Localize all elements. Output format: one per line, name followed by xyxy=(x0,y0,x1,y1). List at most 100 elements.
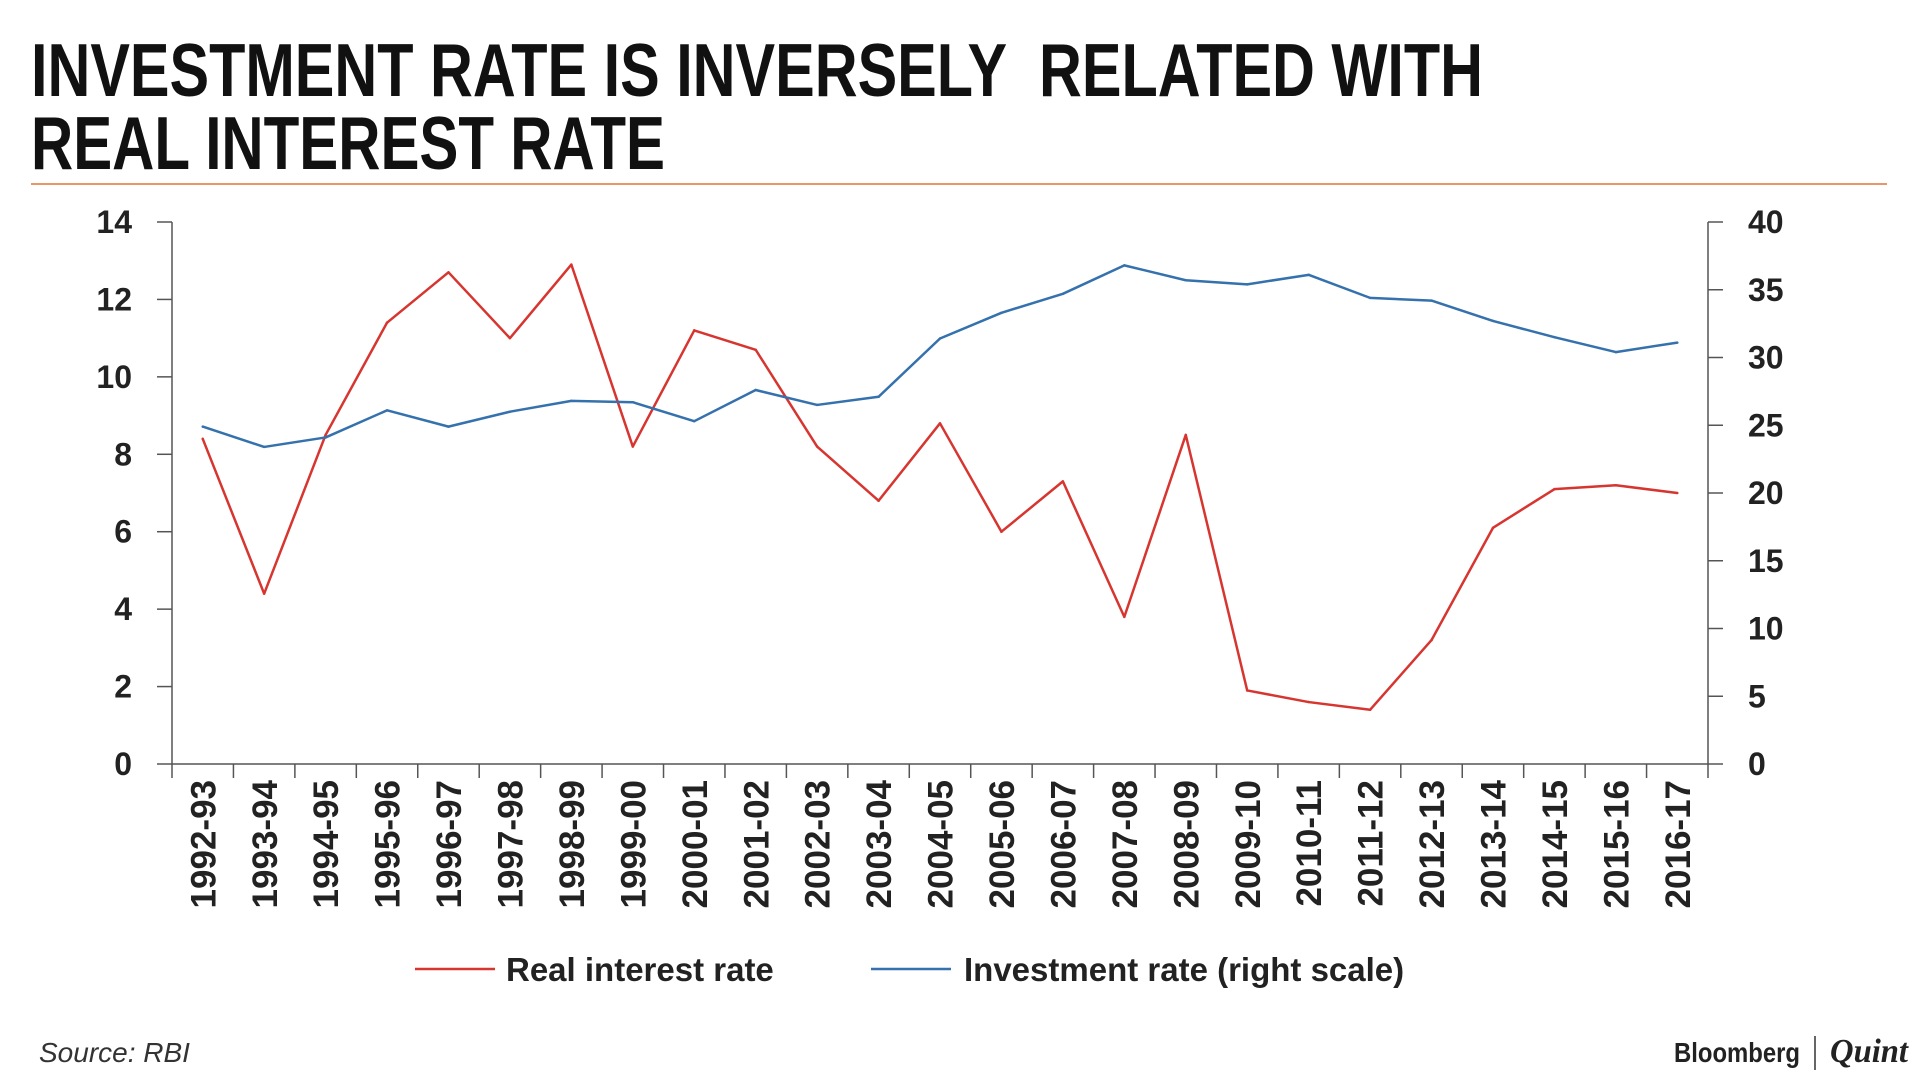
x-axis-category-label: 2006-07 xyxy=(1044,780,1083,908)
real-interest-rate-point xyxy=(324,433,327,437)
investment-rate-point xyxy=(1000,311,1003,315)
x-axis-category-label: 2012-13 xyxy=(1413,780,1452,908)
real-interest-rate-point xyxy=(815,445,819,448)
real-interest-rate-point xyxy=(447,271,450,274)
x-axis-category-label: 1997-98 xyxy=(492,780,531,908)
investment-rate-point xyxy=(1245,283,1249,286)
investment-rate-point xyxy=(1614,350,1618,354)
x-axis-category-label: 2001-02 xyxy=(737,780,776,908)
x-axis-category-label: 1999-00 xyxy=(614,780,653,908)
real-interest-rate-point xyxy=(1184,433,1188,437)
investment-rate-point xyxy=(815,403,819,407)
investment-rate-point xyxy=(754,388,757,392)
right-axis-tick-label: 30 xyxy=(1748,340,1784,376)
investment-rate-point xyxy=(324,436,327,439)
investment-rate-point xyxy=(1676,341,1679,344)
investment-rate-point xyxy=(385,409,389,412)
right-axis-ticks: 0 5 10 15 20 25 30 35 40 xyxy=(1708,204,1784,782)
real-interest-rate-point xyxy=(1676,491,1679,495)
real-interest-rate-point xyxy=(262,592,266,595)
investment-rate-point xyxy=(877,395,880,399)
real-interest-rate-point xyxy=(938,422,942,425)
source-note: Source: RBI xyxy=(39,1037,190,1068)
real-interest-rate-point xyxy=(1307,700,1310,704)
investment-rate-point xyxy=(447,425,450,428)
right-axis-tick-label: 35 xyxy=(1748,272,1784,308)
legend-item-investment-rate: Investment rate (right scale) xyxy=(871,951,1404,988)
left-axis-tick-label: 0 xyxy=(114,746,132,782)
investment-rate-point xyxy=(692,419,696,423)
real-interest-rate-point xyxy=(508,336,512,340)
x-axis-category-label: 2004-05 xyxy=(922,780,961,908)
real-interest-rate-point xyxy=(385,321,389,324)
investment-rate-point xyxy=(1307,273,1310,277)
real-interest-rate-point xyxy=(631,445,635,448)
investment-rate-point xyxy=(631,400,635,404)
x-axis-category-label: 2005-06 xyxy=(983,780,1022,908)
investment-rate-point xyxy=(1184,279,1188,282)
x-axis-category-label: 2011-12 xyxy=(1352,780,1391,907)
left-axis-ticks: 0 2 4 6 8 10 12 14 xyxy=(96,204,172,782)
left-axis-tick-label: 6 xyxy=(114,514,132,550)
investment-rate-point xyxy=(1123,264,1126,267)
real-interest-rate-point xyxy=(1368,708,1372,712)
real-interest-rate-point xyxy=(1491,526,1495,530)
x-axis-category-label: 2000-01 xyxy=(676,780,715,908)
left-axis-tick-label: 4 xyxy=(114,591,132,627)
chart-title-line-2: REAL INTEREST RATE xyxy=(31,101,665,185)
real-interest-rate-point xyxy=(1430,638,1433,642)
left-axis-tick-label: 12 xyxy=(96,281,132,317)
investment-rate-point xyxy=(1553,335,1556,339)
bloomberg-quint-logo: Bloomberg Quint xyxy=(1674,1033,1909,1070)
real-interest-rate-point xyxy=(1553,487,1556,491)
series-layer xyxy=(201,263,1679,712)
x-axis-category-label: 2002-03 xyxy=(799,780,838,908)
investment-rate-point xyxy=(201,425,204,428)
real-interest-rate-point xyxy=(201,437,204,441)
logo-sub-text: Quint xyxy=(1830,1033,1909,1070)
x-axis-category-label: 2009-10 xyxy=(1229,780,1268,908)
x-axis-category-label: 2008-09 xyxy=(1167,780,1206,908)
plot-area: 0 2 4 6 8 10 12 14 0 5 10 15 20 25 30 35 40 1992-93 1993… xyxy=(96,204,1783,908)
left-axis-tick-label: 8 xyxy=(114,436,132,472)
right-axis-tick-label: 10 xyxy=(1748,611,1784,647)
x-axis-category-label: 2016-17 xyxy=(1659,780,1698,908)
investment-rate-point xyxy=(508,410,512,413)
x-axis-category-label: 2003-04 xyxy=(860,779,899,908)
x-axis-category-label: 1992-93 xyxy=(184,780,223,908)
x-axis-category-label: 2015-16 xyxy=(1597,780,1636,908)
real-interest-rate-point xyxy=(1245,689,1249,692)
investment-rate-point xyxy=(1061,292,1065,296)
investment-rate-series xyxy=(201,264,1679,449)
left-axis-tick-label: 14 xyxy=(96,204,132,240)
x-axis-category-label: 1996-97 xyxy=(430,780,469,908)
real-interest-rate-point xyxy=(1123,615,1126,619)
logo-brand-text: Bloomberg xyxy=(1674,1037,1800,1068)
real-interest-rate-point xyxy=(570,263,573,266)
investment-rate-point xyxy=(1430,299,1433,302)
right-axis-tick-label: 25 xyxy=(1748,407,1784,443)
x-axis-category-label: 2013-14 xyxy=(1475,779,1514,908)
real-interest-rate-point xyxy=(1061,480,1065,483)
real-interest-rate-point xyxy=(692,329,696,332)
chart-title-line-1: INVESTMENT RATE IS INVERSELY RELATED WIT… xyxy=(31,28,1483,112)
x-axis-category-label: 1994-95 xyxy=(307,780,346,908)
real-interest-rate-series xyxy=(201,263,1679,712)
real-interest-rate-point xyxy=(877,499,880,502)
right-axis-tick-label: 5 xyxy=(1748,678,1766,714)
left-axis-tick-label: 10 xyxy=(96,359,132,395)
x-axis-category-label: 1993-94 xyxy=(246,779,285,908)
x-axis-category-label: 2010-11 xyxy=(1290,780,1329,907)
x-axis-category-label: 1995-96 xyxy=(369,780,408,908)
x-axis-category-label: 2014-15 xyxy=(1536,780,1575,908)
real-interest-rate-point xyxy=(1614,484,1618,487)
x-axis-ticks: 1992-93 1993-94 1994-95 1995-96 1996-97 1997-… xyxy=(171,764,1709,908)
left-axis-tick-label: 2 xyxy=(114,669,132,705)
investment-rate-point xyxy=(262,445,266,449)
investment-rate-point xyxy=(1491,319,1495,323)
right-axis-tick-label: 15 xyxy=(1748,543,1784,579)
right-axis-tick-label: 20 xyxy=(1748,475,1784,511)
legend-label-investment-rate: Investment rate (right scale) xyxy=(964,951,1404,988)
